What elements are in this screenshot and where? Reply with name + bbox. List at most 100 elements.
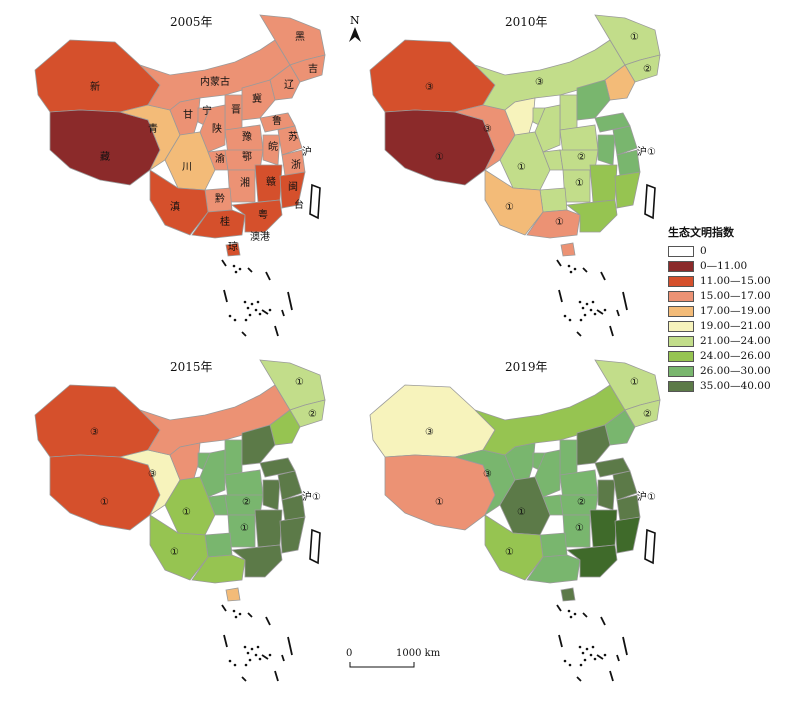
province-label: 黑 (295, 31, 305, 43)
map-svg-3: 2019年 ③ ① ③ ① ② ① ① ② ① 沪① (369, 359, 661, 682)
south-china-sea-islands (221, 604, 293, 682)
province-guizhou (204, 532, 233, 558)
province-label: 鲁 (272, 114, 282, 127)
taiwan-outline (309, 528, 321, 565)
province-xizang (49, 109, 161, 186)
legend-swatch (668, 260, 694, 272)
province-label: ② (643, 409, 652, 420)
province-label: ① (630, 377, 639, 388)
province-jiangxi (589, 509, 618, 548)
province-label: ② (577, 497, 586, 508)
province-hebei (241, 424, 276, 466)
map-svg-2: 2015年 ③ ① ③ ① ② ① ① ② ① 沪① (34, 359, 326, 682)
province-label: 闽 (288, 180, 298, 193)
legend-item: 15.00—17.00 (668, 289, 798, 303)
south-china-sea-islands (221, 259, 293, 337)
province-label: 湘 (240, 176, 250, 189)
province-yunnan (149, 514, 209, 581)
province-label: ① (575, 178, 584, 189)
province-label: 新 (90, 80, 100, 93)
province-label: 沪① (302, 490, 321, 503)
province-hainan (560, 242, 576, 257)
province-label: 渝 (215, 152, 225, 165)
legend: 生态文明指数 0 0—11.00 11.00—15.00 15.00—17.00 17.… (668, 224, 798, 394)
legend-label: 24.00—26.00 (700, 350, 771, 362)
province-hebei (576, 424, 611, 466)
province-guangdong (565, 544, 618, 578)
legend-label: 0 (700, 245, 707, 257)
province-label: ① (517, 507, 526, 518)
province-label: 澳港 (250, 230, 270, 243)
province-guangxi (526, 209, 581, 239)
province-label: ① (295, 377, 304, 388)
legend-label: 26.00—30.00 (700, 365, 771, 377)
province-label: 川 (182, 162, 192, 173)
province-label: 苏 (288, 130, 298, 143)
province-label: ③ (425, 82, 434, 93)
legend-item: 0 (668, 244, 798, 258)
province-hebei (576, 79, 611, 121)
province-label: ① (575, 523, 584, 534)
province-shaanxi (534, 449, 561, 498)
province-shanxi (224, 439, 243, 476)
province-label: 藏 (100, 151, 110, 163)
province-guangxi (191, 209, 246, 239)
province-label: 青 (148, 122, 158, 135)
province-jiangsu (277, 125, 303, 156)
map-title: 2019年 (505, 360, 548, 374)
legend-label: 11.00—15.00 (700, 275, 771, 287)
province-label: 沪① (637, 145, 656, 158)
province-xizang (384, 454, 496, 531)
province-label: ① (517, 162, 526, 173)
province-jiangxi (254, 509, 283, 548)
province-label: 辽 (284, 79, 294, 91)
province-anhui (597, 479, 616, 511)
legend-label: 0—11.00 (700, 260, 748, 272)
north-arrow: N (343, 12, 367, 50)
scale-zero-label: 0 (346, 648, 352, 659)
province-guangdong (230, 544, 283, 578)
legend-label: 15.00—17.00 (700, 290, 771, 302)
south-china-sea-islands (556, 259, 628, 337)
province-label: ① (505, 547, 514, 558)
province-guangdong (230, 199, 283, 233)
legend-rows: 0 0—11.00 11.00—15.00 15.00—17.00 17.00—19.0… (668, 244, 798, 393)
province-hebei (241, 79, 276, 121)
legend-item: 26.00—30.00 (668, 364, 798, 378)
legend-swatch (668, 305, 694, 317)
legend-label: 17.00—19.00 (700, 305, 771, 317)
province-label: 台 (294, 198, 304, 211)
province-label: 宁 (202, 104, 212, 117)
province-label: 浙 (291, 159, 301, 171)
province-hainan (225, 242, 241, 257)
province-hainan (560, 587, 576, 602)
province-jiangxi (589, 164, 618, 203)
province-jiangsu (612, 125, 638, 156)
legend-swatch (668, 245, 694, 257)
province-xinjiang (369, 384, 496, 458)
province-label: ② (308, 409, 317, 420)
legend-swatch (668, 365, 694, 377)
province-label: ③ (483, 124, 492, 135)
province-fujian (614, 516, 641, 554)
province-xinjiang (34, 39, 161, 113)
province-label: 甘 (183, 108, 193, 121)
map-title: 2010年 (505, 15, 548, 29)
province-guangxi (526, 554, 581, 584)
province-shaanxi (199, 449, 226, 498)
legend-swatch (668, 380, 694, 392)
province-guizhou (539, 532, 568, 558)
province-label: ① (240, 523, 249, 534)
map-title: 2015年 (170, 360, 213, 374)
province-xizang (384, 109, 496, 186)
province-label: 赣 (266, 175, 276, 188)
province-label: 琼 (228, 240, 238, 253)
province-label: 皖 (268, 140, 278, 153)
legend-item: 17.00—19.00 (668, 304, 798, 318)
province-yunnan (149, 169, 209, 236)
province-label: ② (242, 497, 251, 508)
legend-item: 21.00—24.00 (668, 334, 798, 348)
province-label: 粤 (258, 208, 268, 221)
province-label: ① (182, 507, 191, 518)
legend-label: 35.00—40.00 (700, 380, 771, 392)
